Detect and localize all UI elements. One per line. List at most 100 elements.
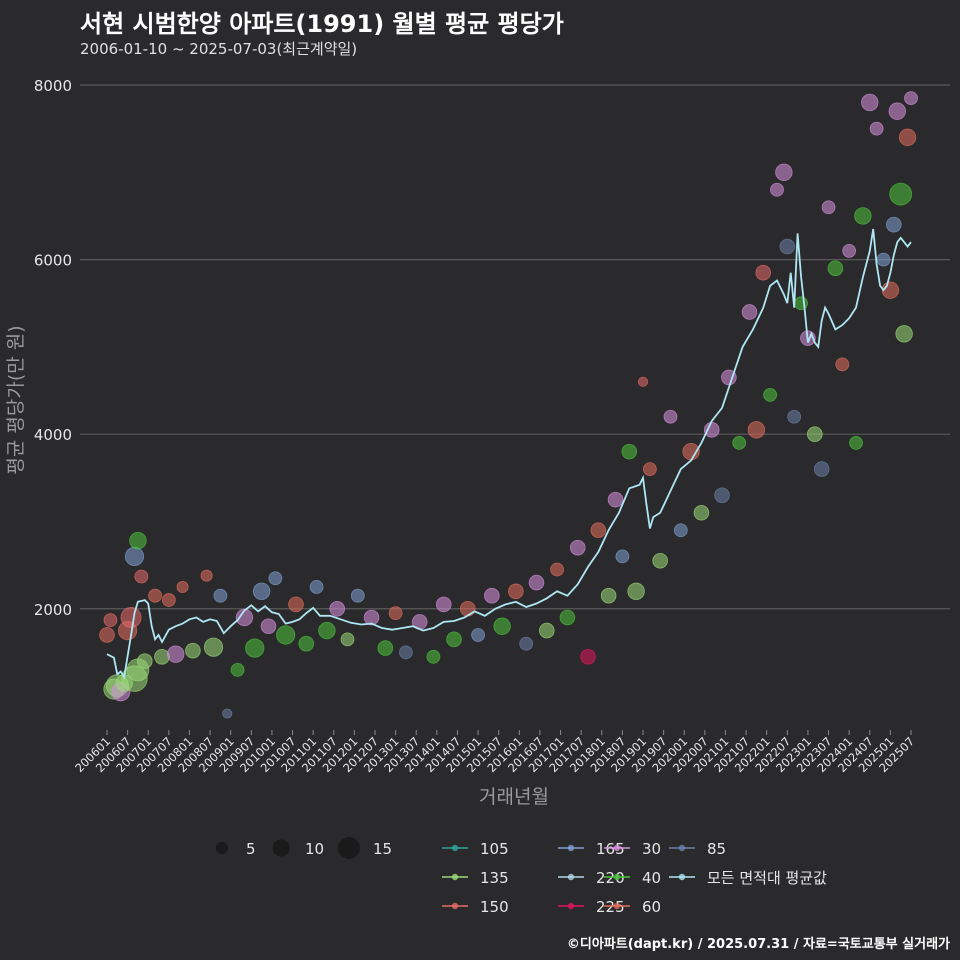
data-point — [869, 121, 884, 136]
legend-label: 150 — [480, 898, 509, 916]
legend-key-dot — [678, 873, 686, 881]
data-point — [124, 546, 145, 567]
legend-key-dot — [567, 873, 575, 881]
data-point — [854, 207, 872, 225]
size-legend-dot — [272, 839, 290, 857]
size-legend: 5 10 15 — [216, 837, 392, 859]
data-point — [134, 569, 149, 584]
legend-key-dot — [567, 844, 575, 852]
size-legend-dot — [216, 842, 228, 854]
legend-key-dot — [678, 844, 686, 852]
data-point — [580, 648, 596, 665]
y-tick-label: 2000 — [34, 601, 72, 619]
data-point — [755, 264, 772, 281]
data-point — [779, 238, 796, 255]
data-point — [813, 461, 830, 477]
legend-label: 60 — [642, 898, 661, 916]
legend-label: 135 — [480, 869, 509, 887]
data-point — [714, 487, 730, 504]
data-point — [569, 539, 586, 556]
data-point — [703, 422, 720, 438]
data-point — [176, 580, 189, 593]
legend-key-dot — [567, 902, 575, 910]
data-point — [309, 580, 324, 594]
x-axis: 2006012006072007012007072008012008072009… — [72, 730, 917, 775]
data-point — [794, 296, 808, 311]
data-point — [435, 596, 452, 613]
data-point — [787, 409, 802, 424]
data-point — [103, 613, 118, 628]
data-point — [167, 645, 185, 663]
legend-label: 225 — [596, 898, 625, 916]
data-point — [161, 593, 176, 607]
data-point — [600, 587, 617, 604]
y-tick-label: 8000 — [34, 77, 72, 95]
data-point — [876, 252, 891, 267]
data-point — [637, 376, 649, 387]
data-point — [889, 182, 913, 206]
legend-label: 모든 면적대 평균값 — [707, 869, 827, 887]
data-point — [388, 606, 403, 621]
data-point — [895, 325, 913, 343]
data-point — [276, 625, 296, 645]
legend-label: 105 — [480, 840, 509, 858]
data-point — [377, 640, 394, 656]
data-point — [200, 569, 213, 582]
data-point — [607, 491, 624, 508]
data-point — [898, 128, 917, 147]
data-point — [350, 588, 365, 603]
legend-label: 40 — [642, 869, 661, 887]
data-point — [673, 523, 688, 538]
data-point — [642, 462, 657, 477]
data-point — [827, 260, 844, 277]
data-point — [590, 522, 607, 539]
data-point — [615, 549, 630, 564]
data-point — [747, 421, 766, 439]
average-line-layer — [106, 228, 912, 680]
data-point — [260, 618, 277, 635]
source-caption: ©디아파트(dapt.kr) / 2025.07.31 / 자료=국토교통부 실… — [566, 937, 950, 952]
size-legend-dot — [338, 837, 360, 859]
data-point — [484, 587, 500, 604]
data-point — [268, 571, 283, 586]
y-tick-label: 6000 — [34, 252, 72, 270]
data-point — [821, 200, 836, 215]
data-point — [318, 621, 336, 640]
data-point — [136, 653, 153, 669]
data-point — [538, 622, 555, 639]
data-point — [329, 600, 346, 617]
data-point — [230, 662, 245, 677]
data-point — [222, 708, 233, 719]
data-point — [621, 443, 638, 460]
size-legend-label: 10 — [305, 840, 324, 858]
data-point — [550, 562, 565, 577]
data-point — [471, 628, 485, 642]
data-point — [559, 609, 576, 626]
legend-key-dot — [613, 873, 621, 881]
data-point — [288, 596, 304, 613]
data-point — [185, 642, 201, 659]
data-point — [842, 243, 857, 258]
data-point — [252, 582, 271, 601]
data-point — [508, 583, 524, 600]
data-point — [446, 631, 462, 648]
legend-key-dot — [451, 902, 459, 910]
data-point — [763, 388, 778, 402]
data-point — [835, 357, 850, 372]
legend-key-dot — [451, 873, 459, 881]
data-point — [770, 182, 784, 197]
chart-title: 서현 시범한양 아파트(1991) 월별 평균 평당가 — [80, 10, 564, 38]
data-point — [627, 582, 645, 601]
x-axis-label: 거래년월 — [479, 786, 549, 808]
chart-subtitle: 2006-01-10 ~ 2025-07-03(최근계약일) — [80, 40, 358, 58]
grid-lines — [80, 84, 950, 610]
data-point — [99, 627, 115, 643]
color-legend: 105 165 30 85 135 220 40 모든 면적대 평균값 150 225 60 — [442, 840, 827, 916]
y-axis: 2000 4000 6000 8000 — [34, 77, 72, 619]
data-point — [806, 426, 823, 442]
data-point — [886, 216, 902, 233]
data-point — [298, 635, 315, 652]
data-point — [741, 304, 758, 320]
data-point — [732, 436, 747, 450]
